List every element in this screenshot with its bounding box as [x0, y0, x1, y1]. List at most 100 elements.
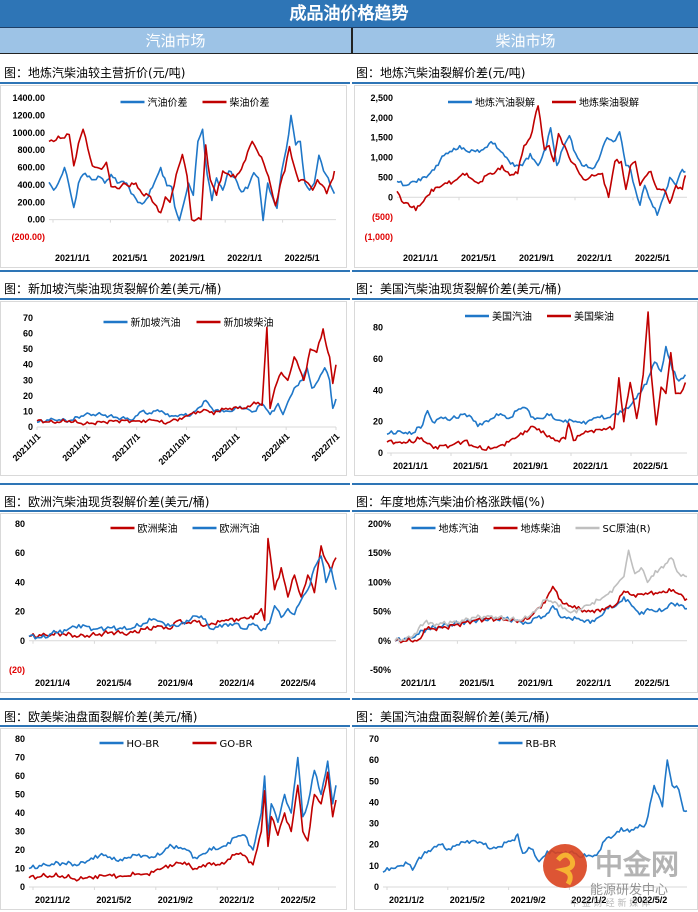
x-tick-label: 2021/5/1 — [461, 253, 496, 263]
chart-panel-c3: 图：新加坡汽柴油现货裂解价差(美元/桶) 0 10 20 30 40 50 60 70 2021… — [0, 270, 350, 476]
y-tick-label: 60 — [373, 354, 383, 364]
series-line-2 — [386, 311, 687, 451]
y-tick-label: 0 — [388, 192, 393, 202]
chart-title: 图：美国汽油盘面裂解价差(美元/桶) — [356, 710, 550, 724]
y-tick-label: 1400.00 — [12, 93, 45, 103]
legend-label: 新加坡柴油 — [224, 316, 274, 329]
y-tick-label: 1,000 — [370, 153, 393, 163]
y-tick-label: 70 — [15, 753, 25, 763]
legend-label: 新加坡汽油 — [131, 316, 181, 329]
x-tick-label: 2021/9/1 — [170, 253, 205, 263]
legend-label: 欧洲柴油 — [138, 522, 178, 535]
y-tick-label: 0% — [378, 636, 391, 646]
series-line-1 — [382, 759, 688, 873]
y-tick-label: 200% — [368, 519, 391, 529]
y-tick-label: 100% — [368, 577, 391, 587]
x-tick-label: 2021/1/2 — [35, 895, 70, 905]
x-tick-label: 2021/9/1 — [519, 253, 554, 263]
x-tick-label: 2022/7/1 — [310, 431, 342, 463]
y-tick-label: 60 — [15, 771, 25, 781]
x-tick-label: 2022/5/2 — [632, 895, 667, 905]
series-line-1 — [386, 345, 687, 435]
series-line-2 — [36, 326, 337, 426]
x-tick-label: 2021/1/1 — [55, 253, 90, 263]
y-tick-label: 10 — [369, 861, 379, 871]
y-tick-label: 10 — [23, 406, 33, 416]
x-tick-label: 2021/5/1 — [459, 678, 494, 688]
legend-label: RB-BR — [526, 739, 557, 750]
chart-svg: (20) 0 20 40 60 80 2021/1/4 2021/5/4 2021/9/4 202… — [9, 519, 337, 688]
chart-panel-c6: 图：年度地炼汽柴油价格涨跌幅(%) -50% 0% 50% 100% 150% 200% 2… — [352, 483, 698, 695]
y-tick-label: 600.00 — [17, 163, 45, 173]
chart-panel-c2: 图：地炼汽柴油裂解价差(元/吨) (1,000) (500) 0 500 1,000 1,… — [352, 64, 698, 268]
column-header-gasoline: 汽油市场 — [0, 28, 353, 54]
y-tick-label: 50 — [15, 790, 25, 800]
series-line-2 — [28, 771, 337, 882]
series-line-1 — [36, 367, 337, 424]
legend-label: HO-BR — [127, 739, 160, 750]
y-tick-label: 150% — [368, 548, 391, 558]
x-tick-label: 2021/5/2 — [450, 895, 485, 905]
chart-svg: 0 10 20 30 40 50 60 70 2021/1/1 2021/4/1 2021/7/1 2… — [11, 313, 342, 467]
series-line-1 — [396, 126, 686, 216]
y-tick-label: 0 — [20, 882, 25, 892]
series-line-2 — [394, 585, 688, 644]
x-tick-label: 2021/9/2 — [511, 895, 546, 905]
x-tick-label: 2021/1/1 — [11, 431, 43, 463]
chart-panel-c4: 图：美国汽柴油现货裂解价差(美元/桶) 0 20 40 60 80 2021/1/1 202… — [352, 270, 698, 476]
x-tick-label: 2022/1/4 — [219, 678, 254, 688]
x-tick-label: 2021/5/1 — [112, 253, 147, 263]
column-header-diesel: 柴油市场 — [353, 28, 698, 54]
x-tick-label: 2022/1/1 — [573, 461, 608, 471]
series-line-2 — [48, 128, 336, 222]
y-tick-label: 50 — [369, 776, 379, 786]
y-tick-label: 800.00 — [17, 145, 45, 155]
legend-label: 汽油价差 — [148, 96, 188, 109]
y-tick-label: 20 — [15, 607, 25, 617]
y-tick-label: 2,500 — [370, 93, 393, 103]
x-tick-label: 2022/5/4 — [281, 678, 316, 688]
y-tick-label: 1000.00 — [12, 128, 45, 138]
chart-panel-c7: 图：欧美柴油盘面裂解价差(美元/桶) 0 10 20 30 40 50 60 70 80 2021… — [0, 698, 350, 912]
chart-title: 图：地炼汽柴油裂解价差(元/吨) — [356, 66, 526, 80]
y-tick-label: 20 — [23, 391, 33, 401]
y-tick-label: (200.00) — [11, 232, 45, 242]
y-tick-label: 2,000 — [370, 113, 393, 123]
x-tick-label: 2021/9/4 — [158, 678, 193, 688]
legend-label: 柴油价差 — [230, 96, 270, 109]
y-tick-label: 30 — [369, 819, 379, 829]
legend-label: 地炼柴油 — [521, 522, 561, 535]
series-line-1 — [28, 756, 337, 870]
series-line-1 — [48, 114, 336, 222]
y-tick-label: -50% — [370, 665, 391, 675]
y-tick-label: 80 — [373, 323, 383, 333]
x-tick-label: 2022/5/2 — [281, 895, 316, 905]
y-tick-label: 10 — [15, 864, 25, 874]
x-tick-label: 2021/1/2 — [389, 895, 424, 905]
x-tick-label: 2021/1/1 — [401, 678, 436, 688]
y-tick-label: 80 — [15, 519, 25, 529]
y-tick-label: (1,000) — [364, 232, 393, 242]
legend-label: GO-BR — [220, 739, 253, 750]
chart-svg: -50% 0% 50% 100% 150% 200% 2021/1/1 2021/5/1 202… — [368, 519, 688, 688]
x-tick-label: 2021/4/1 — [60, 431, 92, 463]
x-tick-label: 2022/1/1 — [210, 431, 242, 463]
x-tick-label: 2021/9/1 — [518, 678, 553, 688]
legend-label: 地炼柴油裂解 — [579, 96, 639, 109]
y-tick-label: 1200.00 — [12, 110, 45, 120]
x-tick-label: 2022/1/1 — [227, 253, 262, 263]
series-line-1 — [394, 596, 688, 642]
y-tick-label: 50 — [23, 344, 33, 354]
x-tick-label: 2022/1/2 — [219, 895, 254, 905]
y-tick-label: 20 — [15, 845, 25, 855]
series-line-2 — [396, 105, 687, 212]
x-tick-label: 2021/1/4 — [35, 678, 70, 688]
chart-panel-c8: 图：美国汽油盘面裂解价差(美元/桶) 0 10 20 30 40 50 60 70 2021/1… — [352, 698, 698, 912]
legend-label: 地炼汽油裂解 — [475, 96, 535, 109]
y-tick-label: 70 — [369, 734, 379, 744]
x-tick-label: 2021/1/1 — [393, 461, 428, 471]
chart-svg: (1,000) (500) 0 500 1,000 1,500 2,000 2,500 2021… — [364, 93, 687, 263]
y-tick-label: (20) — [9, 665, 25, 675]
y-tick-label: 30 — [23, 375, 33, 385]
y-tick-label: 30 — [15, 827, 25, 837]
